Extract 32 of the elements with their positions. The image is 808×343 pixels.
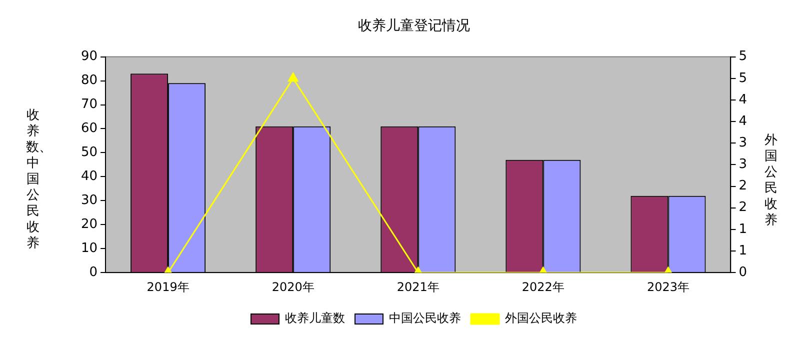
text: 收养数、中国公民收养 xyxy=(26,108,52,251)
y2-tick-label: 0 xyxy=(738,264,748,280)
legend-label: 收养儿童数 xyxy=(285,311,345,326)
x-tick-label: 2022年 xyxy=(522,280,564,294)
y-tick-label: 0 xyxy=(89,264,98,280)
y2-tick-label: 5 xyxy=(738,70,748,86)
y2-tick-label: 5 xyxy=(738,49,748,64)
y-tick-label: 20 xyxy=(80,217,98,232)
x-tick-label: 2023年 xyxy=(646,280,690,294)
y2-tick-label: 2 xyxy=(738,178,748,194)
y2-tick-label: 1 xyxy=(738,222,748,237)
y-tick-label: 10 xyxy=(80,240,98,256)
y2-tick-label: 3 xyxy=(738,157,748,172)
y-tick-label: 90 xyxy=(80,49,98,64)
y-tick-label: 50 xyxy=(80,145,98,160)
y-tick-label: 30 xyxy=(80,193,98,208)
y2-tick-label: 2 xyxy=(738,200,748,216)
y-tick-label: 40 xyxy=(80,169,98,184)
y2-axis-title: 外国公民收养 xyxy=(764,133,778,229)
y2-tick-label: 3 xyxy=(738,135,748,150)
y-tick-label: 60 xyxy=(80,121,98,136)
y-tick-label: 70 xyxy=(80,97,98,112)
x-tick-label: 2021年 xyxy=(396,280,440,294)
y2-tick-label: 4 xyxy=(738,92,748,108)
chart-title: 收养儿童登记情况 xyxy=(358,18,470,34)
x-tick-label: 2020年 xyxy=(272,280,314,294)
y2-tick-label: 1 xyxy=(738,243,748,258)
legend-label: 中国公民收养 xyxy=(389,311,461,326)
legend-label: 外国公民收养 xyxy=(505,311,577,326)
x-tick-label: 2019年 xyxy=(146,280,190,294)
y-tick-label: 80 xyxy=(80,73,98,88)
y2-tick-label: 4 xyxy=(738,114,748,129)
